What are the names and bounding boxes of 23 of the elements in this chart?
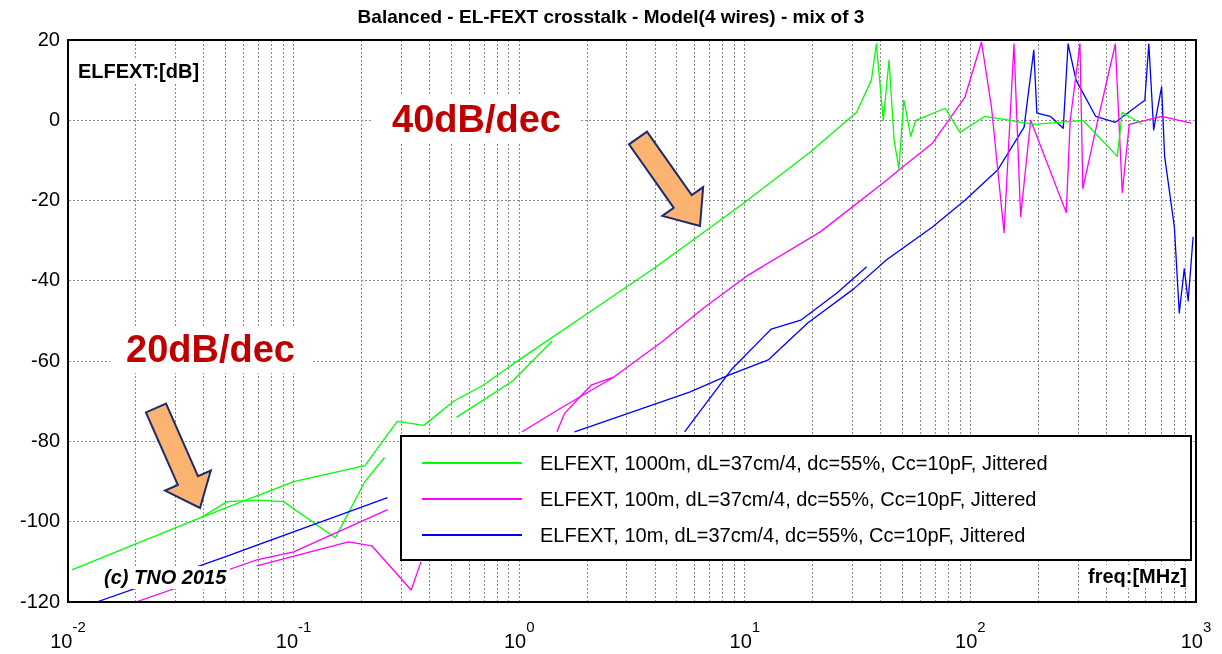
- y-tick-label: -20: [31, 188, 60, 211]
- y-tick-label: 20: [37, 27, 60, 50]
- y-tick-label: -80: [31, 428, 60, 451]
- x-tick-label: 103: [1180, 618, 1212, 652]
- y-axis-title: ELFEXT:[dB]: [78, 60, 200, 83]
- x-tick-label: 102: [955, 618, 986, 652]
- annotation: 20dB/dec: [110, 326, 311, 373]
- annotation: (c) TNO 2015: [100, 566, 231, 589]
- x-tick-label: 10-1: [275, 618, 312, 652]
- legend-label: ELFEXT, 10m, dL=37cm/4, dc=55%, Cc=10pF, Jittered: [540, 523, 1026, 547]
- y-tick-label: -40: [31, 268, 60, 291]
- y-tick-label: 0: [48, 107, 60, 130]
- legend-label: ELFEXT, 100m, dL=37cm/4, dc=55%, Cc=10pF, Jittered: [540, 487, 1037, 511]
- x-tick-label: 10-2: [50, 618, 86, 652]
- x-axis-title: freq:[MHz]: [1088, 565, 1187, 588]
- legend-label: ELFEXT, 1000m, dL=37cm/4, dc=55%, Cc=10pF, Jittered: [540, 451, 1048, 475]
- annotation: 40dB/dec: [372, 96, 581, 143]
- y-tick-label: -60: [31, 348, 60, 371]
- x-tick-label: 101: [729, 618, 761, 652]
- y-tick-label: -100: [19, 509, 60, 532]
- y-tick-label: -120: [19, 589, 60, 612]
- x-tick-label: 100: [503, 618, 535, 652]
- chart-title: Balanced - EL-FEXT crosstalk - Model(4 wires) - mix of 3: [356, 6, 866, 28]
